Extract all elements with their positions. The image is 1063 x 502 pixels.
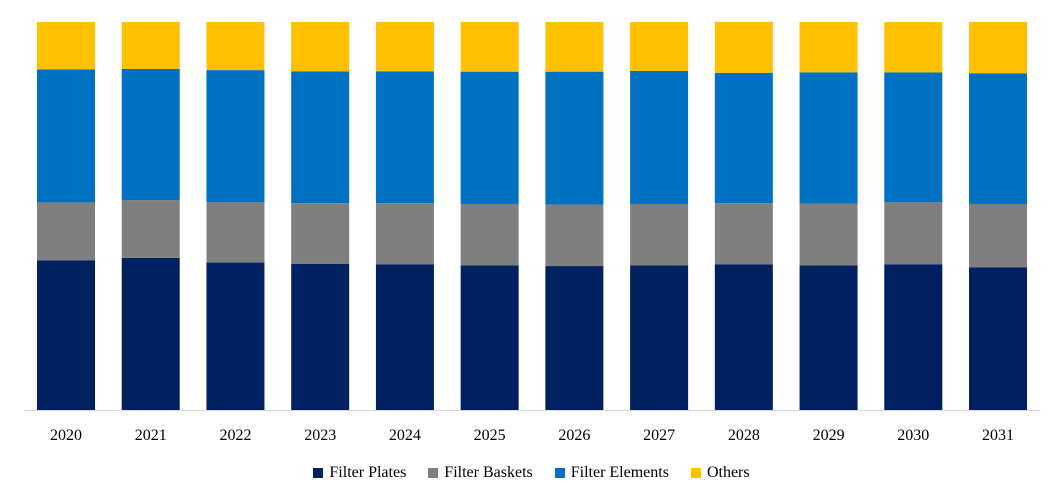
bar-2028-filter-baskets [714,203,773,265]
x-tick-label: 2025 [474,427,506,444]
bar-2021-filter-elements [121,68,180,201]
bar-2031-filter-baskets [969,203,1028,268]
bar-2025-filter-baskets [460,203,519,266]
x-tick-label: 2029 [813,427,845,444]
bar-2023-filter-elements [291,71,350,204]
bar-2023-filter-baskets [291,203,350,264]
x-tick-label: 2026 [558,427,590,444]
bar-2021-others [121,22,180,69]
legend-label: Others [706,464,750,481]
bar-2026-others [545,22,604,72]
bar-2028-filter-plates [714,264,773,410]
bar-2031-filter-elements [969,73,1028,204]
bar-2031-others [969,22,1028,74]
legend-label: Filter Plates [329,464,407,481]
bar-2020-filter-baskets [37,202,95,261]
legend-item-filter-elements: Filter Elements [554,464,669,482]
bar-2024-others [375,22,434,72]
bar-2025-filter-elements [460,71,519,204]
legend-label: Filter Baskets [444,464,533,481]
x-tick-label: 2030 [897,427,929,444]
bar-2025-others [460,22,519,72]
x-tick-label: 2031 [982,427,1014,444]
bar-2026-filter-plates [545,266,604,410]
legend-swatch [554,468,565,478]
legend: Filter Plates Filter Baskets Filter Elemen… [0,460,1063,486]
legend-label: Filter Elements [570,464,669,481]
bar-2024-filter-baskets [375,203,434,265]
bar-2020-filter-elements [37,69,95,203]
legend-item-filter-plates: Filter Plates [313,464,406,482]
x-tick-label: 2024 [389,427,421,444]
x-tick-labels: 2020 2021 2022 2023 2024 2025 2026 2027 2028 2029… [50,427,1014,444]
x-tick-label: 2027 [643,427,675,444]
bar-2031-filter-plates [969,267,1028,410]
x-tick-label: 2022 [219,427,251,444]
bar-2030-others [884,22,943,73]
bar-2029-filter-elements [799,72,858,204]
bar-2021-filter-plates [121,257,180,410]
bar-2025-filter-plates [460,265,519,410]
bar-2026-filter-elements [545,71,604,205]
legend-item-others: Others [690,464,750,482]
x-tick-label: 2021 [135,427,167,444]
bar-2020-others [37,22,95,70]
bar-2030-filter-elements [884,72,943,203]
x-tick-label: 2028 [728,427,760,444]
bar-2030-filter-baskets [884,202,943,265]
legend-swatch [428,468,439,478]
bar-2028-others [714,22,773,73]
bar-2026-filter-baskets [545,204,604,267]
bar-2023-filter-plates [291,263,350,410]
bar-2027-others [630,22,689,71]
bar-2027-filter-elements [630,70,689,204]
bar-2024-filter-elements [375,71,434,204]
bar-2027-filter-baskets [630,203,689,266]
bars-group [37,22,1028,410]
legend-item-filter-baskets: Filter Baskets [428,464,533,482]
bar-2028-filter-elements [714,72,773,204]
bar-2022-others [206,22,265,71]
x-tick-label: 2023 [304,427,336,444]
bar-2020-filter-plates [37,260,95,410]
bar-2023-others [291,22,350,72]
bar-2022-filter-plates [206,262,265,410]
legend-swatch [690,468,701,478]
bar-2022-filter-baskets [206,202,265,263]
legend-swatch [313,468,324,478]
bar-2029-filter-plates [799,265,858,410]
bar-2029-others [799,22,858,73]
bar-2029-filter-baskets [799,203,858,266]
bar-2022-filter-elements [206,70,265,203]
bar-2030-filter-plates [884,264,943,410]
bar-2021-filter-baskets [121,200,180,258]
bar-2024-filter-plates [375,264,434,410]
bar-2027-filter-plates [630,265,689,410]
x-tick-label: 2020 [50,427,82,444]
